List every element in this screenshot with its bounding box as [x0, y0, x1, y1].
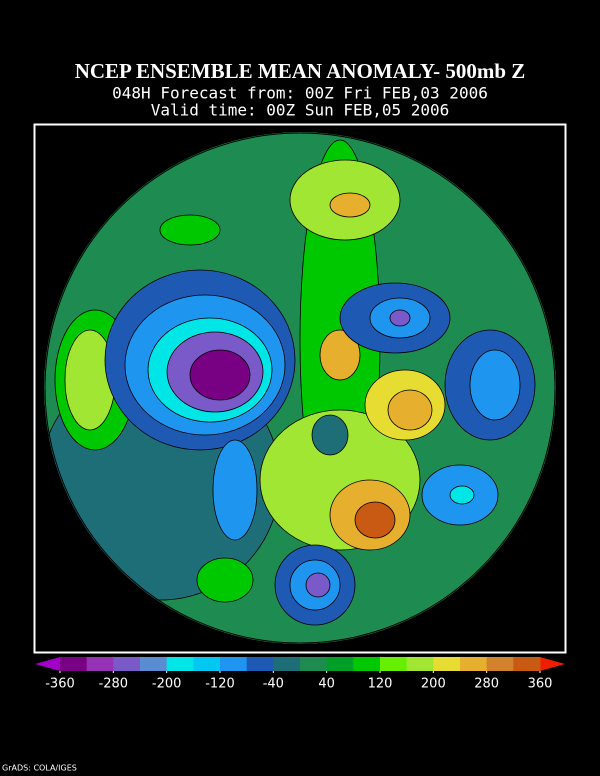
- colorbar-label: 120: [368, 677, 393, 692]
- colorbar-label: 280: [474, 677, 499, 692]
- contour: [469, 349, 521, 421]
- contour: [449, 485, 475, 505]
- subtitle: Valid time: 00Z Sun FEB,05 2006: [151, 101, 450, 120]
- map: [44, 132, 556, 644]
- contour: [196, 557, 254, 603]
- colorbar-box: [86, 657, 114, 671]
- colorbar-label: 40: [318, 677, 335, 692]
- colorbar-box: [513, 657, 541, 671]
- colorbar-label: 360: [528, 677, 553, 692]
- colorbar-arrow: [35, 657, 60, 671]
- contour: [305, 572, 331, 598]
- contour: [212, 439, 258, 541]
- contour: [159, 214, 221, 246]
- colorbar-box: [406, 657, 434, 671]
- contour: [311, 414, 349, 456]
- contour: [329, 192, 371, 218]
- colorbar-arrow: [540, 657, 565, 671]
- footer: GrADS: COLA/IGES: [2, 764, 77, 773]
- colorbar: -360 -280 -200 -120 -40 40 120 200 280 360: [35, 657, 565, 692]
- map-frame: [33, 123, 567, 654]
- colorbar-label: 200: [421, 677, 446, 692]
- colorbar-box: [486, 657, 514, 671]
- map-edge: [44, 132, 556, 644]
- colorbar-box: [166, 657, 194, 671]
- colorbar-label: -40: [263, 677, 284, 692]
- colorbar-box: [460, 657, 488, 671]
- colorbar-box: [60, 657, 88, 671]
- title: NCEP ENSEMBLE MEAN ANOMALY- 500mb Z: [75, 59, 526, 83]
- colorbar-box: [140, 657, 168, 671]
- colorbar-box: [113, 657, 141, 671]
- contour: [389, 309, 411, 327]
- colorbar-box: [246, 657, 274, 671]
- contour: [354, 501, 396, 539]
- colorbar-label: -360: [45, 677, 75, 692]
- colorbar-box: [273, 657, 301, 671]
- colorbar-box: [380, 657, 408, 671]
- colorbar-label: -200: [152, 677, 182, 692]
- contour: [189, 349, 251, 401]
- colorbar-label: -120: [205, 677, 235, 692]
- colorbar-label: -280: [99, 677, 129, 692]
- colorbar-box: [326, 657, 354, 671]
- colorbar-box: [353, 657, 381, 671]
- contour: [387, 389, 433, 431]
- colorbar-box: [193, 657, 221, 671]
- colorbar-box: [300, 657, 328, 671]
- colorbar-box: [220, 657, 248, 671]
- subtitle: 048H Forecast from: 00Z Fri FEB,03 2006: [112, 84, 488, 103]
- colorbar-box: [433, 657, 461, 671]
- contour: [319, 329, 361, 381]
